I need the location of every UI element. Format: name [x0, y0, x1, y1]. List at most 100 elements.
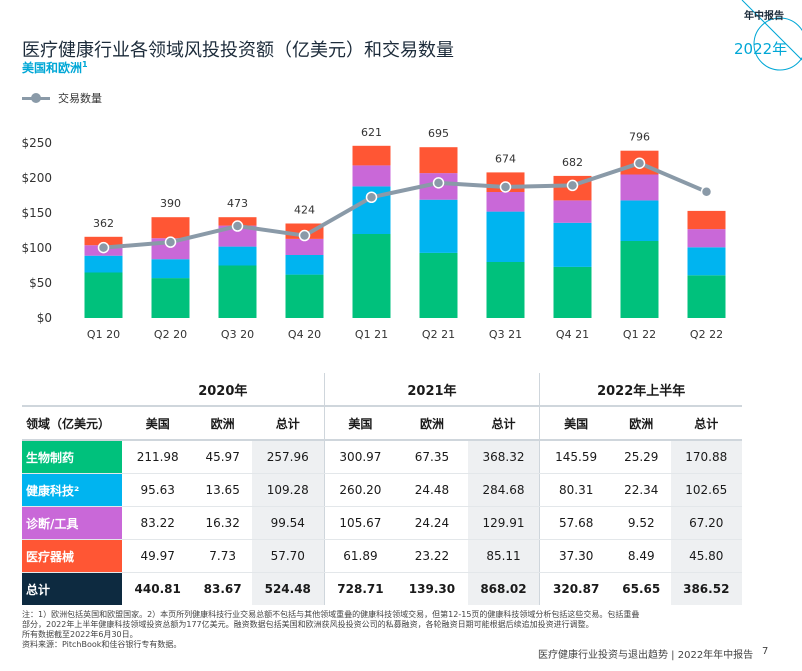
- corner-year: 2022年: [734, 40, 788, 58]
- table-header-cell: 欧洲: [612, 406, 671, 441]
- table-cell: 284.68: [467, 473, 540, 507]
- bar-segment-pharma: [553, 266, 592, 318]
- corner-label: 年中报告: [744, 11, 784, 22]
- page-subtitle: 美国和欧洲1: [22, 59, 88, 76]
- table-group-header: 2020年: [122, 373, 325, 407]
- table-group-header: 2021年: [323, 373, 540, 407]
- table-cell: 8.49: [612, 539, 671, 573]
- y-tick-label: $150: [21, 206, 52, 220]
- bar-segment-devices: [687, 210, 726, 230]
- x-tick-label: Q2 22: [690, 328, 723, 341]
- x-tick-label: Q2 20: [154, 328, 187, 341]
- corner-badge: [712, 0, 802, 90]
- table-cell: 170.88: [670, 440, 742, 474]
- deal-count-point: [633, 157, 646, 169]
- bar-segment-devices: [84, 236, 123, 246]
- x-tick-label: Q2 21: [422, 328, 455, 341]
- deal-count-point: [566, 179, 579, 192]
- table-cell: 109.28: [251, 473, 325, 507]
- table-row: 健康科技² 95.63 13.65 109.28 260.20 24.48 284.68 80…: [22, 473, 742, 507]
- table-cell: 37.30: [539, 539, 612, 573]
- bar-segment-pharma: [486, 262, 525, 318]
- table-cell: 67.20: [670, 506, 742, 540]
- table-header-cell: 领域（亿美元）: [22, 406, 122, 441]
- legend-line-label: 交易数量: [58, 92, 102, 105]
- corner-ring-icon: [741, 0, 802, 71]
- table-cell: 83.22: [122, 506, 194, 540]
- investment-table: 2020年 2021年 2022年上半年 领域（亿美元） 美国 欧洲 总计 美国 欧洲 总计 美国欧…: [22, 373, 742, 605]
- table-group-row: 2020年 2021年 2022年上半年: [22, 373, 742, 407]
- table-cell: 95.63: [122, 473, 194, 507]
- bar-segment-healthtech: [218, 246, 257, 266]
- x-tick-label: Q4 20: [288, 328, 321, 341]
- table-cell: 211.98: [122, 440, 194, 474]
- table-cell: 65.65: [622, 582, 661, 596]
- table-cell: 99.54: [251, 506, 325, 540]
- table-row: 医疗器械 49.97 7.73 57.70 61.89 23.22 85.11 37.30 8.…: [22, 539, 742, 573]
- bar-segment-diagnostics: [218, 225, 257, 247]
- table-cell: 23.22: [396, 539, 468, 573]
- x-tick-label: Q1 21: [355, 328, 388, 341]
- footnote-date: 所有数据截至2022年6月30日。: [22, 630, 138, 639]
- deal-count-point: [164, 236, 177, 248]
- table-cell: 145.59: [539, 440, 612, 474]
- table-header-cell: 总计: [670, 406, 742, 441]
- table-header-cell: 美国: [323, 406, 397, 441]
- bar-segment-healthtech: [419, 199, 458, 253]
- bar-segment-diagnostics: [285, 238, 324, 255]
- table-header-cell: 美国: [539, 406, 612, 441]
- legend-line-swatch: [22, 93, 50, 103]
- deal-count-line: [103, 161, 708, 250]
- table-cell: 102.65: [670, 473, 742, 507]
- table-row-label: 总计: [22, 572, 122, 605]
- x-tick-label: Q4 21: [556, 328, 589, 341]
- table-row: 生物制药 211.98 45.97 257.96 300.97 67.35 368.32 14…: [22, 440, 742, 474]
- table-cell: 49.97: [122, 539, 194, 573]
- x-tick-label: Q1 22: [623, 328, 656, 341]
- footer-text: 医疗健康行业投资与退出趋势 | 2022年年中报告: [538, 650, 754, 661]
- bar-segment-healthtech: [553, 222, 592, 267]
- table-cell: 320.87: [539, 572, 612, 605]
- table-cell: 61.89: [323, 539, 397, 573]
- deal-count-label: 695: [428, 127, 449, 140]
- bar-segment-diagnostics: [687, 229, 726, 248]
- bar-segment-pharma: [151, 278, 190, 318]
- deal-count-point: [231, 220, 244, 232]
- deal-count-point: [365, 191, 378, 203]
- deal-count-point: [700, 186, 713, 198]
- footnote: 注：1）欧洲包括英国和欧盟国家。2）本页所列健康科技行业交易总额不包括与其他领域…: [22, 610, 642, 650]
- table-row-label: 生物制药: [22, 440, 122, 474]
- bar-segment-devices: [151, 217, 190, 239]
- x-tick-label: Q3 20: [221, 328, 254, 341]
- table-header-row: 领域（亿美元） 美国 欧洲 总计 美国 欧洲 总计 美国 欧洲 总计: [22, 406, 742, 441]
- table-row: 诊断/工具 83.22 16.32 99.54 105.67 24.24 129.91 57.…: [22, 506, 742, 540]
- bar-segment-diagnostics: [553, 200, 592, 223]
- table-cell: 67.35: [396, 440, 468, 474]
- bar-segment-pharma: [419, 252, 458, 318]
- deal-count-point: [499, 181, 512, 193]
- deal-count-point: [298, 229, 311, 242]
- table-cell: 300.97: [323, 440, 397, 474]
- bar-segment-healthtech: [687, 247, 726, 276]
- bar-segment-pharma: [84, 272, 123, 318]
- table-header-cell: 总计: [467, 406, 540, 441]
- table-group-header: 2022年上半年: [539, 373, 742, 407]
- x-tick-label: Q1 20: [87, 328, 120, 341]
- table-cell: 85.11: [467, 539, 540, 573]
- bar-segment-pharma: [218, 265, 257, 318]
- page-title: 医疗健康行业各领域风投投资额（亿美元）和交易数量: [22, 40, 454, 61]
- table-row-label: 健康科技²: [22, 473, 122, 507]
- table-cell: 24.24: [396, 506, 468, 540]
- stacked-bar-chart: $0 $50 $100 $150 $200 $250 Q1 20 Q2 20 Q3 20 Q4 2…: [21, 126, 726, 341]
- table-header-cell: 总计: [251, 406, 325, 441]
- deal-count-label: 621: [361, 126, 382, 139]
- y-tick-label: $250: [21, 136, 52, 150]
- y-tick-label: $200: [21, 171, 52, 185]
- footnote-source: 资料来源：PitchBook和佳谷银行专有数据。: [22, 640, 182, 649]
- table-cell: 16.32: [193, 506, 252, 540]
- table-header-cell: 欧洲: [396, 406, 468, 441]
- y-tick-label: $100: [21, 241, 52, 255]
- deal-count-point: [432, 177, 445, 189]
- x-tick-label: Q3 21: [489, 328, 522, 341]
- table-cell: 129.91: [467, 506, 540, 540]
